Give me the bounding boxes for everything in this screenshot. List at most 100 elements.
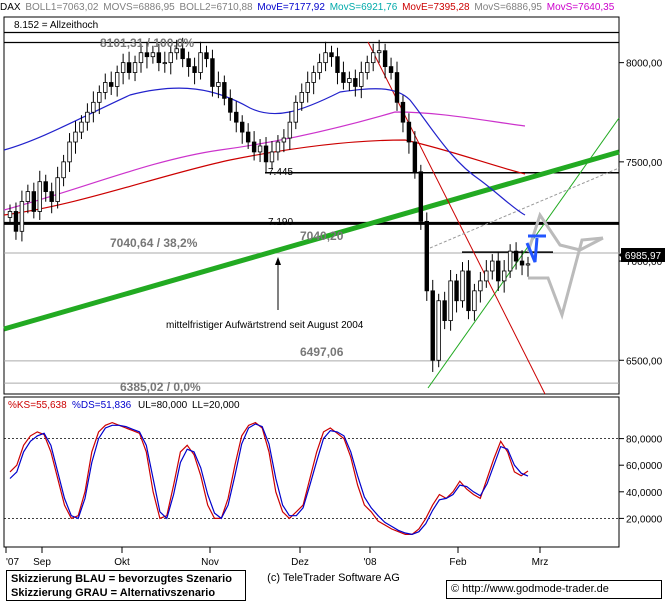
legend-item-2: MOVS=6886,95 bbox=[103, 2, 175, 13]
stoch-legend-ds: %DS=51,836 bbox=[72, 400, 132, 411]
candle-body bbox=[287, 121, 293, 139]
candle-body bbox=[49, 191, 54, 202]
candle-body bbox=[222, 82, 227, 99]
candle-body bbox=[418, 171, 424, 222]
candle-body bbox=[400, 101, 406, 123]
candle-body bbox=[430, 290, 435, 361]
candle-body bbox=[180, 48, 185, 60]
candle-body bbox=[150, 52, 156, 58]
candle-body bbox=[186, 58, 191, 68]
time-tick-label: Nov bbox=[201, 557, 219, 568]
legend-item-6: MovE=7395,28 bbox=[402, 2, 470, 13]
candle-body bbox=[198, 52, 203, 73]
stoch-tick-label: 40,0000 bbox=[626, 488, 663, 499]
candle-body bbox=[275, 141, 281, 153]
candle-body bbox=[7, 211, 13, 218]
scenario-blue-note: Skizzierung BLAU = bevorzugtes Szenario bbox=[11, 573, 232, 585]
fib-100-label: 8101,31 / 100,0% bbox=[100, 36, 194, 50]
scenario-legend-box: Skizzierung BLAU = bevorzugtes Szenario S… bbox=[6, 570, 246, 601]
stochastic-levels bbox=[4, 438, 619, 519]
candle-body bbox=[61, 161, 66, 179]
candle-body bbox=[460, 270, 465, 302]
candle-body bbox=[329, 52, 334, 58]
candle-body bbox=[43, 181, 48, 193]
time-tick-label: Feb bbox=[449, 557, 467, 568]
stoch-legend-ul: UL=80,000 bbox=[138, 400, 188, 411]
dashed-trend-line bbox=[429, 167, 620, 249]
candle-body bbox=[490, 260, 495, 272]
candle-body bbox=[97, 92, 102, 103]
candle-body bbox=[162, 62, 168, 65]
candle-body bbox=[484, 270, 489, 282]
candle-body bbox=[55, 177, 60, 202]
scenario-grey-note: Skizzierung GRAU = Alternativszenario bbox=[11, 587, 216, 599]
candle-body bbox=[519, 260, 525, 266]
fib-382-label: 7040,64 / 38,2% bbox=[110, 236, 198, 250]
stoch-legend-ks: %KS=55,638 bbox=[8, 400, 67, 411]
fib-0-label: 6385,02 / 0,0% bbox=[120, 380, 201, 394]
candle-body bbox=[144, 52, 150, 58]
candle-body bbox=[204, 52, 209, 60]
source-url[interactable]: http://www.godmode-trader.de bbox=[462, 583, 609, 595]
trend-description: mittelfristiger Aufwärtstrend seit Augus… bbox=[166, 320, 364, 331]
stoch-tick-label: 80,0000 bbox=[626, 435, 663, 446]
candle-body bbox=[109, 82, 114, 87]
time-tick-label: Okt bbox=[114, 557, 130, 568]
candle-body bbox=[138, 52, 144, 64]
price-tick-label: 8000,00 bbox=[626, 59, 663, 70]
candle-body bbox=[305, 82, 310, 93]
candle-body bbox=[412, 141, 418, 173]
ma-blue-line bbox=[3, 87, 526, 216]
alt-scenario-upper bbox=[526, 211, 604, 253]
candle-body bbox=[91, 101, 96, 113]
candle-body bbox=[496, 260, 501, 282]
preferred-scenario-sketch bbox=[525, 237, 539, 263]
trend-arrow-head-icon bbox=[275, 257, 281, 265]
level-7040-label: 7040,20 bbox=[300, 229, 344, 243]
candle-body bbox=[13, 211, 19, 232]
stochastic-legend: %KS=55,638 %DS=51,836 UL=80,000 LL=20,00… bbox=[8, 400, 240, 411]
legend-item-7: MovS=6886,95 bbox=[474, 2, 542, 13]
legend-item-4: MovE=7177,92 bbox=[257, 2, 325, 13]
long-term-uptrend-line bbox=[3, 149, 620, 332]
candle-body bbox=[448, 280, 453, 321]
candle-body bbox=[341, 72, 346, 83]
level-7445-label: 7.445 bbox=[268, 167, 293, 178]
candle-body bbox=[257, 145, 263, 153]
candle-body bbox=[323, 52, 328, 64]
candle-body bbox=[73, 131, 78, 143]
candle-body bbox=[335, 56, 340, 73]
candle-body bbox=[19, 201, 25, 232]
candle-body bbox=[281, 137, 287, 143]
candle-body bbox=[210, 58, 215, 87]
candle-body bbox=[347, 78, 352, 83]
candle-body bbox=[424, 220, 429, 292]
candle-body bbox=[501, 270, 507, 282]
candle-body bbox=[103, 82, 108, 93]
stochastic-axis: 80,0000 60,0000 40,0000 20,0000 bbox=[619, 435, 663, 525]
candle-body bbox=[442, 300, 447, 321]
candle-body bbox=[293, 101, 298, 123]
legend-item-3: BOLL2=6710,88 bbox=[179, 2, 253, 13]
short-term-uptrend-line bbox=[427, 117, 620, 389]
candle-body bbox=[85, 111, 90, 123]
candle-body bbox=[406, 121, 412, 143]
indicator-legend-bar: DAX BOLL1=7063,02 MOVS=6886,95 BOLL2=671… bbox=[0, 0, 667, 16]
candle-body bbox=[31, 191, 37, 212]
source-url-box[interactable]: © http://www.godmode-trader.de bbox=[446, 580, 662, 599]
candle-body bbox=[269, 151, 275, 163]
time-axis: '07 Sep Okt Nov Dez '08 Feb Mrz bbox=[5, 547, 548, 568]
stochastic-lines bbox=[9, 421, 529, 536]
candle-body bbox=[466, 270, 471, 312]
candle-body bbox=[234, 111, 239, 123]
stoch-line-ds bbox=[9, 423, 529, 536]
candle-body bbox=[174, 48, 179, 54]
candle-body bbox=[132, 62, 138, 73]
candle-body bbox=[317, 62, 322, 73]
candle-body bbox=[67, 141, 72, 163]
price-tick-label: 7500,00 bbox=[626, 158, 663, 169]
candle-body bbox=[370, 52, 376, 64]
candle-body bbox=[472, 290, 477, 312]
alltime-high-label: 8.152 = Allzeithoch bbox=[14, 20, 98, 31]
ma-red-line bbox=[3, 139, 526, 216]
